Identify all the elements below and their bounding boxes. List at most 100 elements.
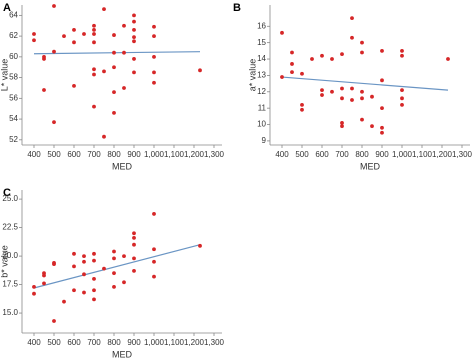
point <box>370 94 374 99</box>
x-tick-label: 700 <box>87 338 101 347</box>
y-tick-label: 15 <box>257 38 266 47</box>
x-tick-label: 800 <box>107 150 121 159</box>
x-tick-label: 700 <box>335 150 349 159</box>
point <box>92 27 96 32</box>
y-tick-label: 14 <box>257 54 266 63</box>
point <box>152 259 156 264</box>
point <box>132 39 136 44</box>
point <box>400 96 404 101</box>
point <box>132 269 136 273</box>
point <box>360 89 364 94</box>
x-tick-label: 1,300 <box>452 150 473 159</box>
point <box>112 65 116 70</box>
point <box>62 299 66 304</box>
point <box>152 80 156 85</box>
point <box>32 291 36 296</box>
point <box>300 107 304 112</box>
point <box>290 70 294 75</box>
point <box>112 256 116 261</box>
x-tick-label: 1,200 <box>184 150 205 159</box>
y-tick-label: 15.0 <box>2 308 18 317</box>
trend-line <box>33 244 201 289</box>
point <box>340 124 344 129</box>
point <box>152 274 156 279</box>
y-tick-label: 13 <box>257 71 266 80</box>
x-tick-label: 1,100 <box>164 338 185 347</box>
point <box>152 34 156 39</box>
y-tick-label: 25.0 <box>2 194 18 203</box>
x-tick-label: 1,200 <box>432 150 453 159</box>
point <box>92 40 96 45</box>
x-tick-label: 500 <box>295 150 309 159</box>
point <box>340 86 344 91</box>
point <box>330 57 334 61</box>
point <box>132 70 136 75</box>
point <box>32 284 36 289</box>
y-tick-label: 11 <box>258 103 267 112</box>
x-tick-label: 1,300 <box>204 150 225 159</box>
point <box>132 57 136 61</box>
point <box>112 50 116 55</box>
point <box>112 90 116 95</box>
point <box>112 284 116 289</box>
point <box>72 40 76 45</box>
point <box>446 57 450 61</box>
point <box>350 16 354 20</box>
x-tick-label: 900 <box>127 338 141 347</box>
point <box>62 34 66 39</box>
x-tick-label: 500 <box>47 150 61 159</box>
point <box>52 4 56 8</box>
y-tick-label: 17.5 <box>2 280 18 289</box>
point <box>112 271 116 276</box>
point <box>92 297 96 302</box>
point <box>280 30 284 35</box>
point <box>340 52 344 57</box>
point <box>52 120 56 125</box>
y-tick-label: 62 <box>9 31 18 40</box>
point <box>360 96 364 101</box>
point <box>340 96 344 101</box>
point <box>132 256 136 261</box>
point <box>380 130 384 135</box>
point <box>92 23 96 28</box>
point <box>42 281 46 286</box>
point <box>380 125 384 130</box>
y-tick-label: 10 <box>257 120 266 129</box>
point <box>198 68 202 73</box>
point <box>320 93 324 97</box>
x-tick-label: 400 <box>27 150 41 159</box>
point <box>290 50 294 55</box>
x-tick-label: 500 <box>47 338 61 347</box>
y-axis-title: b* value <box>0 245 9 278</box>
point <box>320 88 324 93</box>
point <box>152 247 156 252</box>
point <box>112 110 116 115</box>
point <box>122 86 126 90</box>
point <box>82 272 86 277</box>
y-tick-label: 20.0 <box>2 251 18 260</box>
point <box>340 120 344 125</box>
x-tick-label: 1,200 <box>184 338 205 347</box>
x-tick-label: 900 <box>127 150 141 159</box>
x-tick-label: 800 <box>107 338 121 347</box>
point <box>82 290 86 295</box>
point <box>82 254 86 258</box>
point <box>72 83 76 88</box>
point <box>132 27 136 32</box>
point <box>290 62 294 66</box>
point <box>92 288 96 293</box>
point <box>198 243 202 248</box>
x-axis-title: MED <box>112 349 133 359</box>
point <box>82 259 86 264</box>
point <box>370 124 374 129</box>
point <box>42 88 46 92</box>
point <box>92 251 96 256</box>
x-tick-label: 400 <box>27 338 41 347</box>
point <box>152 212 156 216</box>
point <box>132 35 136 40</box>
x-tick-label: 1,300 <box>204 338 225 347</box>
x-tick-label: 400 <box>275 150 289 159</box>
point <box>32 38 36 43</box>
point <box>92 276 96 281</box>
